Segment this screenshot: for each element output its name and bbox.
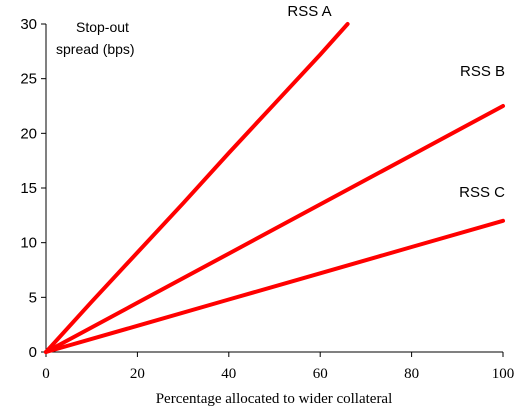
y-tick-label: 0 — [29, 344, 37, 361]
series-lines — [44, 22, 505, 354]
x-axis-label: Percentage allocated to wider collateral — [156, 391, 393, 407]
y-axis-label-line-1: Stop-out — [76, 19, 129, 35]
y-tick-label: 25 — [20, 71, 37, 88]
y-tick-label: 20 — [20, 125, 37, 142]
series-labels: RSS A RSS B RSS C — [287, 3, 505, 201]
x-tick-label: 60 — [313, 366, 328, 382]
y-axis-label-line-2: spread (bps) — [56, 41, 135, 57]
series-label-rss-c: RSS C — [459, 184, 505, 201]
y-tick-label: 30 — [20, 16, 37, 33]
series-label-rss-b: RSS B — [460, 63, 505, 80]
x-tick-label: 40 — [221, 366, 236, 382]
series-line-rss-c — [44, 218, 505, 354]
series-line-rss-b — [44, 104, 505, 354]
y-axis-ticks: 0 5 10 15 20 25 30 — [20, 16, 46, 361]
x-tick-label: 100 — [492, 366, 515, 382]
y-tick-label: 10 — [20, 235, 37, 252]
series-line-rss-a — [44, 22, 350, 354]
x-tick-label: 0 — [42, 366, 50, 382]
x-axis-ticks: 0 20 40 60 80 100 — [42, 352, 514, 382]
y-tick-label: 15 — [20, 180, 37, 197]
x-tick-label: 20 — [130, 366, 145, 382]
series-label-rss-a: RSS A — [287, 3, 331, 20]
y-tick-label: 5 — [29, 289, 37, 306]
x-tick-label: 80 — [404, 366, 419, 382]
